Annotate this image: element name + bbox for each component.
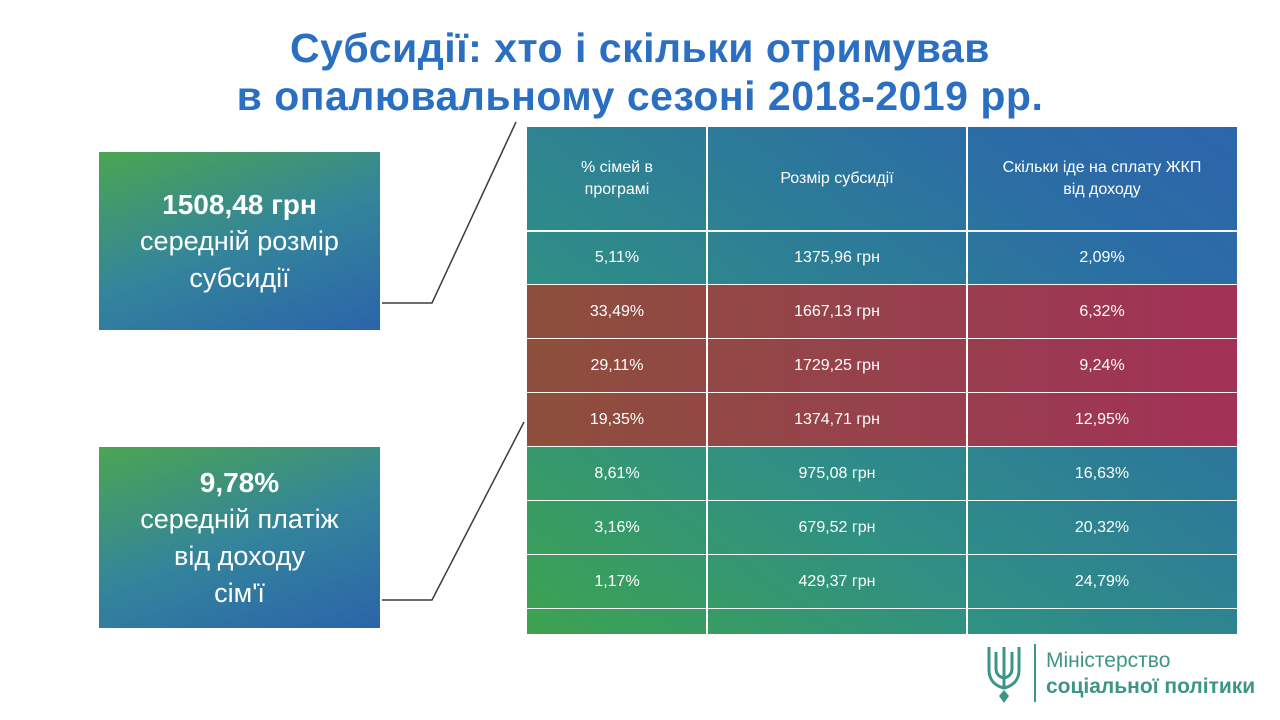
- cell-subsidy-size: 975,08 грн: [798, 464, 876, 482]
- title-line-1: Субсидії: хто і скільки отримував: [290, 25, 990, 71]
- table-header-row: % сімей в програмі Розмір субсидії Скіль…: [527, 127, 1237, 230]
- average-subsidy-label-line-1: середній розмір: [140, 225, 339, 256]
- table-row-highlighted: 33,49% 1667,13 грн 6,32%: [527, 284, 1237, 338]
- table-row-highlighted: 29,11% 1729,25 грн 9,24%: [527, 338, 1237, 392]
- trident-icon: [987, 647, 1021, 703]
- header-subsidy-size: Розмір субсидії: [780, 169, 894, 187]
- cell-pct-families: 33,49%: [589, 302, 645, 320]
- table-row: 1,17% 429,37 грн 24,79%: [527, 554, 1237, 608]
- cell-pct-families: 8,61%: [594, 464, 640, 482]
- cell-subsidy-size: 429,37 грн: [798, 572, 876, 590]
- cell-payment-share: 12,95%: [1074, 410, 1130, 428]
- cell-subsidy-size: 1729,25 грн: [794, 356, 880, 374]
- header-pct-families: % сімей в програмі: [580, 158, 653, 198]
- page-title: Субсидії: хто і скільки отримував в опал…: [0, 24, 1280, 120]
- table-row: 8,61% 975,08 грн 16,63%: [527, 446, 1237, 500]
- table-row: 5,11% 1375,96 грн 2,09%: [527, 230, 1237, 284]
- average-subsidy-label-line-2: субсидії: [189, 262, 290, 293]
- average-payment-value: 9,78%: [199, 466, 280, 498]
- table-row: 3,16% 679,52 грн 20,32%: [527, 500, 1237, 554]
- cell-pct-families: 1,17%: [594, 572, 640, 590]
- average-payment-label-line-1: середній платіж: [140, 503, 339, 534]
- cell-payment-share: 20,32%: [1074, 518, 1130, 536]
- title-line-2: в опалювальному сезоні 2018-2019 рр.: [236, 73, 1044, 119]
- table-bottom-strip: [527, 608, 1237, 633]
- connector-line-subsidy: [382, 121, 517, 304]
- cell-pct-families: 3,16%: [594, 518, 640, 536]
- cell-payment-share: 16,63%: [1074, 464, 1130, 482]
- column-divider: [966, 127, 968, 634]
- callout-average-payment: 9,78% середній платіж від доходу сім'ї: [99, 447, 380, 628]
- cell-subsidy-size: 679,52 грн: [798, 518, 876, 536]
- average-payment-label-line-2: від доходу: [174, 540, 305, 571]
- cell-payment-share: 6,32%: [1079, 302, 1125, 320]
- cell-pct-families: 29,11%: [590, 356, 644, 374]
- column-divider: [706, 127, 708, 634]
- ministry-wordmark: Міністерство соціальної політики: [1046, 648, 1255, 700]
- ministry-name-line-2: соціальної політики: [1046, 675, 1256, 698]
- average-payment-label-line-3: сім'ї: [214, 577, 265, 608]
- callout-average-subsidy: 1508,48 грн середній розмір субсидії: [99, 152, 380, 330]
- header-payment-share: Скільки іде на сплату ЖКП від доходу: [1002, 158, 1202, 198]
- cell-subsidy-size: 1374,71 грн: [794, 410, 880, 428]
- connector-line-payment: [382, 421, 525, 601]
- cell-pct-families: 5,11%: [594, 249, 640, 266]
- cell-pct-families: 19,35%: [589, 410, 645, 428]
- cell-payment-share: 2,09%: [1079, 249, 1125, 266]
- cell-payment-share: 24,79%: [1074, 572, 1130, 590]
- cell-subsidy-size: 1667,13 грн: [794, 302, 880, 320]
- ministry-name-line-1: Міністерство: [1046, 649, 1171, 672]
- average-subsidy-value: 1508,48 грн: [162, 188, 317, 220]
- subsidy-table: % сімей в програмі Розмір субсидії Скіль…: [527, 127, 1237, 634]
- cell-subsidy-size: 1375,96 грн: [794, 249, 880, 266]
- table-row-highlighted: 19,35% 1374,71 грн 12,95%: [527, 392, 1237, 446]
- logo-divider: [1034, 644, 1036, 702]
- cell-payment-share: 9,24%: [1079, 356, 1125, 374]
